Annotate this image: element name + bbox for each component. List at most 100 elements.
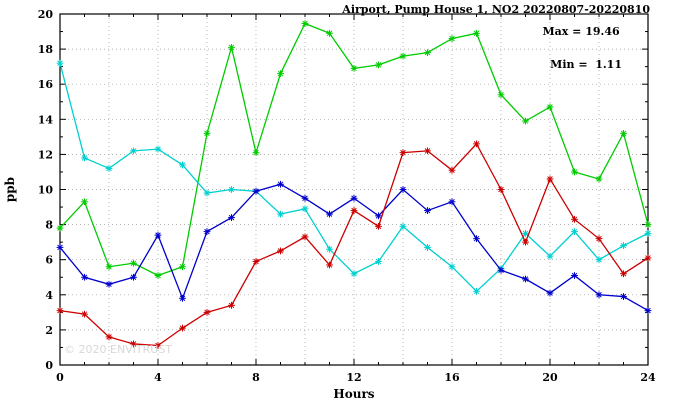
data-point-marker — [546, 289, 554, 297]
data-point-marker — [228, 214, 235, 221]
data-point-marker — [350, 194, 358, 202]
y-tick-label: 10 — [38, 184, 54, 197]
data-point-marker — [473, 140, 480, 148]
x-tick-label: 20 — [542, 371, 558, 384]
data-point-marker — [179, 324, 186, 332]
min-value-label: Min = 1.11 — [550, 58, 622, 71]
chart-title: Airport, Pump House 1, NO2 20220807-2022… — [342, 3, 650, 16]
data-point-marker — [301, 205, 309, 213]
data-point-marker — [228, 186, 235, 193]
data-point-marker — [571, 215, 578, 223]
data-point-marker — [301, 194, 309, 202]
data-point-marker — [130, 259, 137, 267]
data-point-marker — [375, 212, 382, 220]
data-point-marker — [595, 256, 603, 264]
y-tick-label: 16 — [38, 78, 54, 91]
data-point-marker — [375, 258, 382, 265]
y-tick-label: 20 — [38, 8, 54, 21]
y-tick-label: 6 — [45, 254, 53, 267]
data-point-marker — [497, 266, 505, 274]
data-point-marker — [277, 210, 284, 218]
y-tick-label: 4 — [45, 289, 53, 302]
data-point-marker — [130, 273, 137, 281]
data-point-marker — [326, 29, 333, 37]
data-point-marker — [399, 222, 407, 230]
data-point-marker — [546, 175, 554, 183]
data-point-marker — [56, 224, 64, 232]
data-point-marker — [546, 103, 554, 111]
data-point-marker — [154, 231, 162, 239]
data-point-marker — [375, 222, 382, 230]
data-point-marker — [350, 270, 358, 278]
data-point-marker — [620, 242, 627, 250]
data-point-marker — [81, 310, 88, 318]
y-tick-label: 2 — [45, 324, 53, 337]
y-axis-label: ppb — [3, 177, 17, 202]
data-point-marker — [179, 263, 186, 271]
data-point-marker — [277, 180, 284, 188]
data-point-marker — [424, 49, 431, 57]
data-point-marker — [326, 245, 333, 253]
data-point-marker — [448, 35, 456, 42]
data-point-marker — [497, 186, 505, 193]
data-point-marker — [203, 308, 211, 316]
y-tick-label: 14 — [38, 113, 54, 126]
x-axis-label: Hours — [333, 387, 374, 401]
data-point-marker — [56, 59, 64, 67]
data-point-marker — [571, 272, 578, 279]
data-point-marker — [448, 198, 456, 206]
data-point-marker — [154, 145, 162, 153]
data-point-marker — [81, 198, 88, 206]
data-point-marker — [620, 270, 627, 278]
data-point-marker — [595, 291, 603, 299]
data-point-marker — [424, 207, 431, 214]
data-point-marker — [277, 247, 284, 255]
data-point-marker — [203, 129, 211, 137]
data-point-marker — [130, 340, 137, 348]
data-point-marker — [473, 29, 480, 37]
data-point-marker — [56, 244, 64, 251]
data-point-marker — [252, 258, 260, 265]
data-point-marker — [105, 165, 113, 172]
data-point-marker — [326, 210, 333, 218]
data-point-marker — [571, 228, 578, 236]
data-point-marker — [228, 301, 235, 309]
x-tick-label: 0 — [56, 371, 64, 384]
data-point-marker — [473, 287, 480, 295]
max-min-annotation: Max = 19.46 Min = 1.11 — [542, 24, 622, 74]
x-tick-label: 4 — [154, 371, 162, 384]
data-point-marker — [473, 235, 480, 243]
data-point-marker — [277, 70, 284, 78]
data-point-marker — [81, 273, 88, 281]
y-tick-label: 0 — [45, 359, 53, 372]
data-point-marker — [595, 175, 603, 183]
data-point-marker — [522, 229, 529, 237]
data-point-marker — [522, 275, 529, 283]
data-point-marker — [301, 20, 309, 27]
data-point-marker — [105, 333, 113, 341]
data-point-marker — [522, 238, 529, 246]
data-point-marker — [252, 149, 260, 157]
data-point-marker — [252, 187, 260, 195]
data-point-marker — [301, 233, 309, 241]
watermark-text: © 2020 ENVITRUST — [64, 343, 173, 356]
data-point-marker — [350, 65, 358, 72]
data-point-marker — [448, 263, 456, 271]
data-point-marker — [228, 43, 235, 51]
data-point-marker — [326, 261, 333, 269]
data-point-marker — [424, 244, 431, 251]
x-tick-label: 16 — [444, 371, 460, 384]
data-point-marker — [546, 252, 554, 260]
data-point-marker — [644, 229, 652, 237]
data-point-marker — [179, 161, 186, 169]
x-tick-label: 8 — [252, 371, 260, 384]
data-point-marker — [644, 307, 652, 314]
max-value-label: Max = 19.46 — [542, 25, 620, 38]
y-tick-label: 18 — [38, 43, 54, 56]
data-point-marker — [375, 61, 382, 69]
data-point-marker — [154, 342, 162, 349]
data-point-marker — [399, 52, 407, 60]
data-point-marker — [179, 294, 186, 302]
data-point-marker — [81, 154, 88, 162]
